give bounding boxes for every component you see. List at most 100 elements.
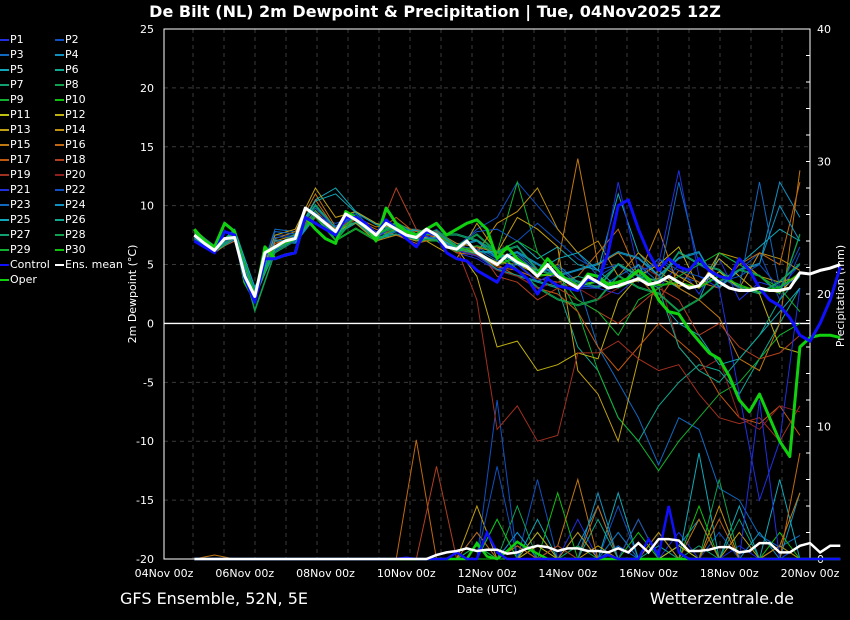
legend-swatch	[0, 279, 9, 281]
x-axis-label: Date (UTC)	[457, 583, 517, 596]
legend-label: P11	[10, 108, 31, 121]
legend-item-ens-mean: Ens. mean	[55, 257, 123, 272]
legend-label: P17	[10, 153, 31, 166]
legend-swatch	[0, 264, 9, 266]
legend-swatch	[55, 159, 64, 161]
legend-label: Ens. mean	[65, 258, 123, 271]
x-tick-label: 08Nov 00z	[296, 567, 355, 580]
legend-swatch	[55, 39, 64, 41]
legend-swatch	[0, 249, 9, 251]
member-dewpoint-line-p21	[194, 170, 801, 503]
legend-swatch	[55, 204, 64, 206]
member-dewpoint-line-p15	[194, 158, 801, 372]
legend-swatch	[55, 129, 64, 131]
y-tick-label: 0	[147, 317, 154, 330]
legend-item-p11: P11	[0, 107, 31, 122]
legend-swatch	[0, 174, 9, 176]
ens-mean-dewpoint-line	[193, 206, 841, 298]
y-tick-label: -20	[136, 553, 154, 566]
legend-item-p17: P17	[0, 152, 31, 167]
legend-swatch	[55, 54, 64, 56]
legend-item-p18: P18	[55, 152, 86, 167]
legend-label: P20	[65, 168, 86, 181]
y-tick-label: 15	[140, 141, 154, 154]
legend-swatch	[0, 219, 9, 221]
legend-swatch	[0, 129, 9, 131]
legend-item-p7: P7	[0, 77, 24, 92]
x-tick-label: 14Nov 00z	[538, 567, 597, 580]
legend-label: P29	[10, 243, 31, 256]
legend-item-p22: P22	[55, 182, 86, 197]
legend-swatch	[55, 219, 64, 221]
legend-swatch	[0, 189, 9, 191]
legend-label: P22	[65, 183, 86, 196]
legend-item-p2: P2	[55, 32, 79, 47]
legend-item-p4: P4	[55, 47, 79, 62]
x-tick-label: 06Nov 00z	[215, 567, 274, 580]
legend-item-p24: P24	[55, 197, 86, 212]
legend-item-p15: P15	[0, 137, 31, 152]
legend-label: P10	[65, 93, 86, 106]
legend-label: P14	[65, 123, 86, 136]
legend-item-p23: P23	[0, 197, 31, 212]
x-tick-label: 10Nov 00z	[377, 567, 436, 580]
legend-item-p29: P29	[0, 242, 31, 257]
legend-swatch	[55, 114, 64, 116]
legend-label: P19	[10, 168, 31, 181]
y-tick-label: 25	[140, 23, 154, 36]
legend-swatch	[55, 144, 64, 146]
legend-item-p3: P3	[0, 47, 24, 62]
member-precip-line-p5	[194, 452, 801, 561]
legend-swatch	[55, 234, 64, 236]
legend-label: P15	[10, 138, 31, 151]
y2-tick-label: 20	[817, 288, 831, 301]
legend-item-p25: P25	[0, 212, 31, 227]
legend-item-p6: P6	[55, 62, 79, 77]
legend-label: P5	[10, 63, 24, 76]
legend-item-p10: P10	[55, 92, 86, 107]
legend-swatch	[0, 84, 9, 86]
y-axis-label: 2m Dewpoint (°C)	[126, 245, 139, 344]
legend-label: P9	[10, 93, 24, 106]
legend-label: P18	[65, 153, 86, 166]
y-tick-label: 5	[147, 259, 154, 272]
legend-label: Oper	[10, 273, 37, 286]
member-dewpoint-line-p12	[193, 213, 801, 372]
legend-item-p19: P19	[0, 167, 31, 182]
legend-label: P3	[10, 48, 24, 61]
chart-title: De Bilt (NL) 2m Dewpoint & Precipitation…	[149, 2, 721, 21]
legend-label: P13	[10, 123, 31, 136]
legend-label: P25	[10, 213, 31, 226]
legend-item-p5: P5	[0, 62, 24, 77]
legend-item-p27: P27	[0, 227, 31, 242]
legend-swatch	[0, 99, 9, 101]
legend-swatch	[55, 84, 64, 86]
legend-label: P21	[10, 183, 31, 196]
legend-swatch	[55, 99, 64, 101]
y-tick-label: 10	[140, 200, 154, 213]
control-dewpoint-line	[193, 198, 842, 343]
legend-swatch	[0, 114, 9, 116]
legend-swatch	[55, 174, 64, 176]
legend-label: P26	[65, 213, 86, 226]
footer-site-name: Wetterzentrale.de	[649, 589, 794, 608]
footer-model-info: GFS Ensemble, 52N, 5E	[120, 589, 308, 608]
y-tick-label: -10	[136, 435, 154, 448]
legend-item-p8: P8	[55, 77, 79, 92]
y-tick-label: -15	[136, 494, 154, 507]
y2-tick-label: 10	[817, 421, 831, 434]
y2-axis-label: Precipitation (mm)	[834, 245, 847, 347]
legend-swatch	[0, 204, 9, 206]
legend-item-p14: P14	[55, 122, 86, 137]
legend-item-p1: P1	[0, 32, 24, 47]
y2-tick-label: 40	[817, 23, 831, 36]
legend-item-p30: P30	[55, 242, 86, 257]
legend-item-oper: Oper	[0, 272, 37, 287]
legend-item-p13: P13	[0, 122, 31, 137]
legend-item-p26: P26	[55, 212, 86, 227]
legend-label: P4	[65, 48, 79, 61]
legend-swatch	[55, 249, 64, 251]
legend-item-p9: P9	[0, 92, 24, 107]
ens-mean-precip-line	[194, 537, 841, 561]
